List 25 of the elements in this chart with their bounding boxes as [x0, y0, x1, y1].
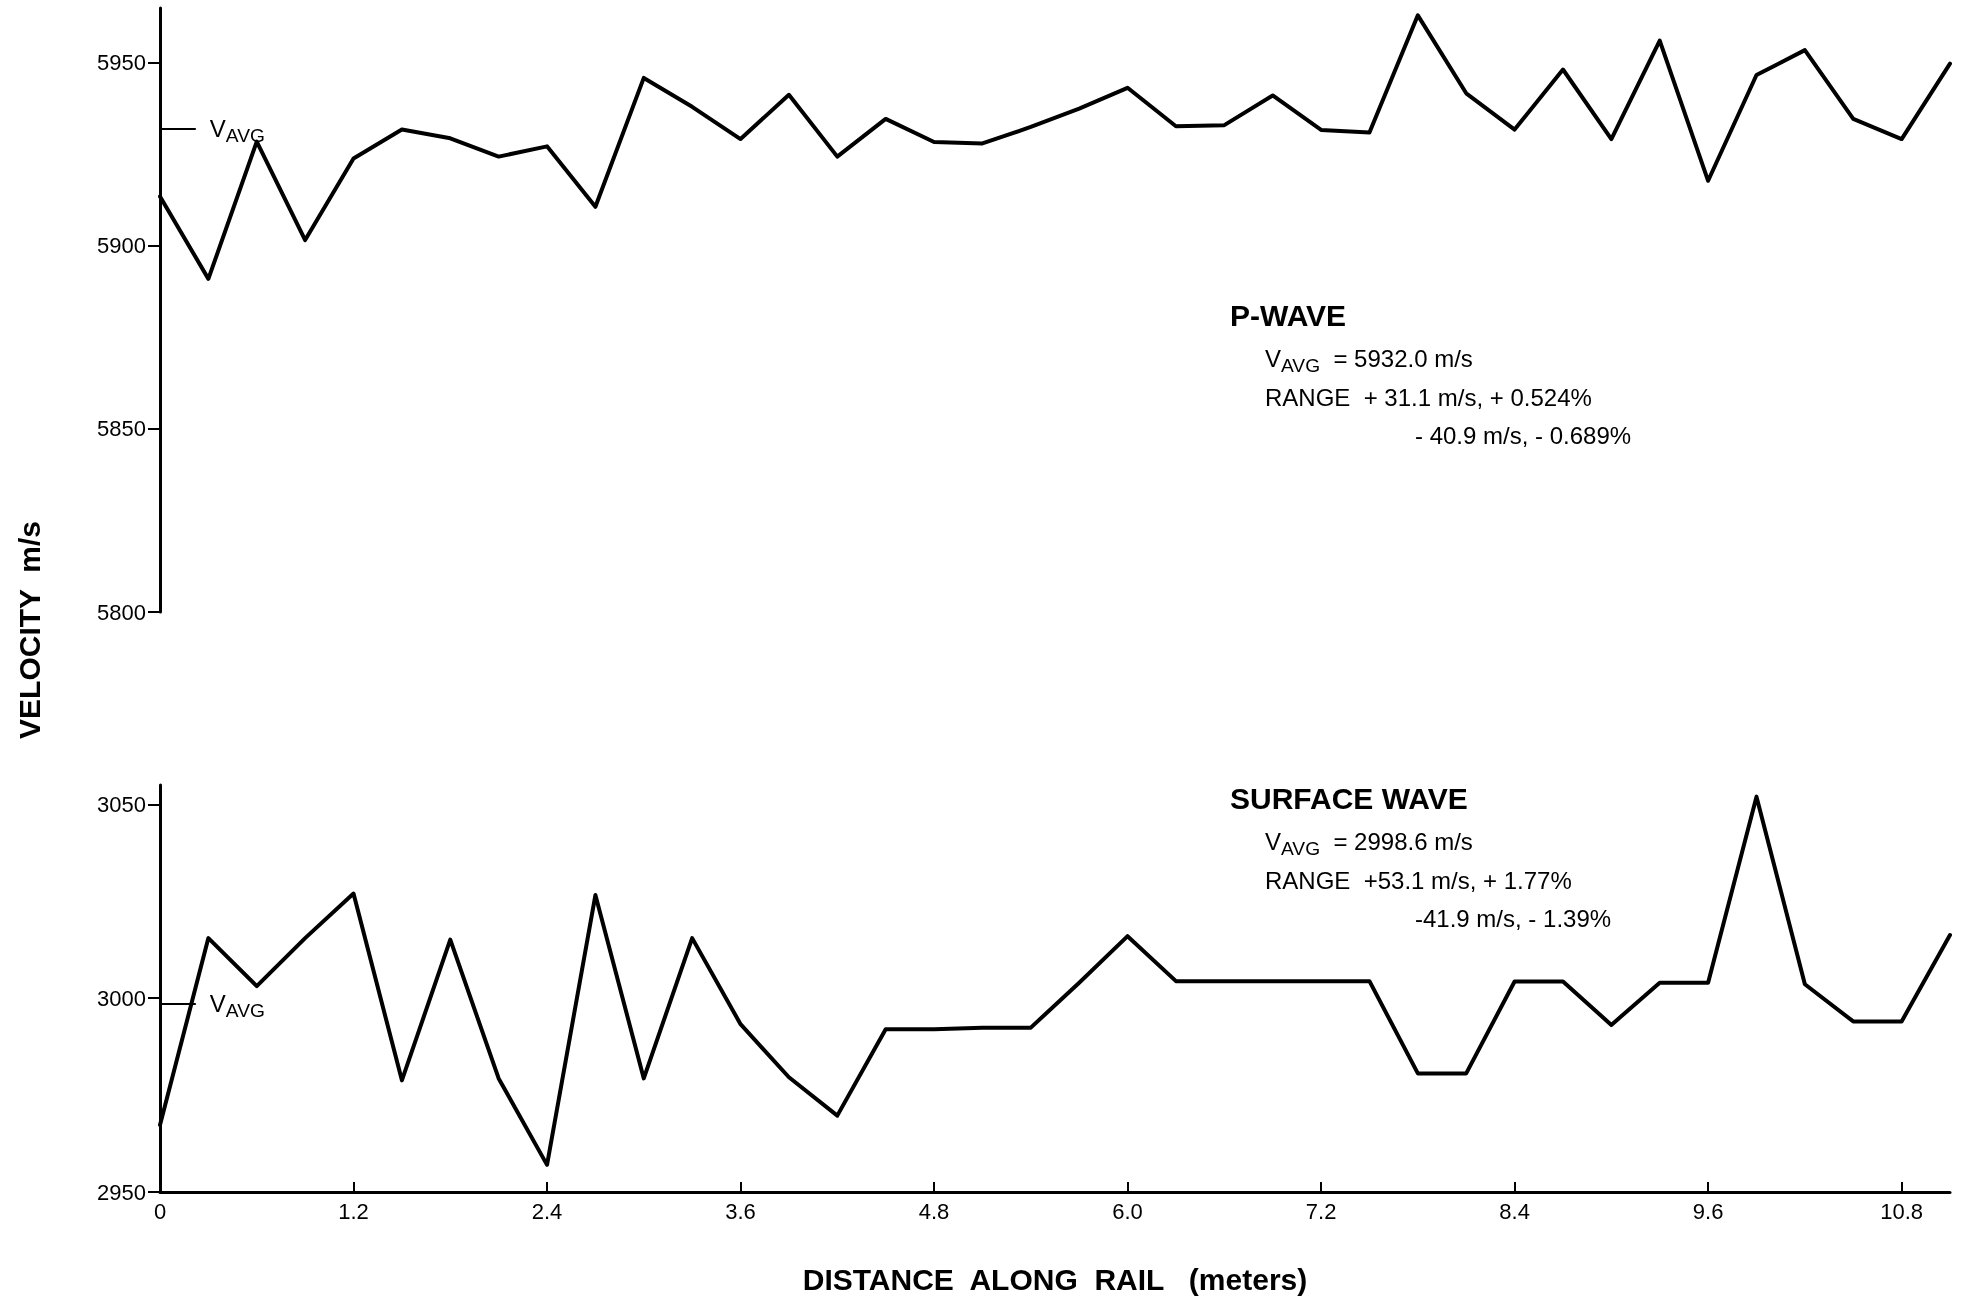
x-tick-label: 1.2: [338, 1198, 369, 1224]
text: P-WAVE: [1230, 298, 1347, 332]
y-axis-title: VELOCITY m/s: [13, 521, 47, 739]
y-tick-label: 5900: [97, 233, 146, 259]
x-tick-label: 0: [153, 1198, 167, 1224]
y-tick-label: 5950: [97, 50, 146, 76]
x-tick-label: 9.6: [1692, 1198, 1724, 1224]
x-tick-label: 8.4: [1499, 1198, 1530, 1224]
y-tick-label: 5850: [97, 416, 146, 442]
x-tick-label: 10.8: [1880, 1198, 1924, 1224]
x-tick-label: 7.2: [1305, 1198, 1337, 1224]
y-tick-label: 2950: [97, 1179, 146, 1205]
annotation: RANGE +53.1 m/s, + 1.77%: [1265, 866, 1572, 894]
chart-title: SURFACE WAVE: [1230, 781, 1468, 815]
y-tick-label: 5800: [97, 599, 146, 625]
y-tick-label: 3000: [97, 985, 146, 1011]
y-tick-label: 3050: [97, 791, 146, 817]
x-axis-title: DISTANCE ALONG RAIL (meters): [802, 1262, 1308, 1296]
x-tick-label: 2.4: [531, 1198, 563, 1224]
annotation: -41.9 m/s, - 1.39%: [1415, 904, 1612, 932]
x-tick-label: 3.6: [725, 1198, 756, 1224]
annotation: RANGE + 31.1 m/s, + 0.524%: [1265, 383, 1592, 411]
annotation: - 40.9 m/s, - 0.689%: [1415, 421, 1632, 449]
x-tick-label: 4.8: [918, 1198, 950, 1224]
x-tick-label: 6.0: [1112, 1198, 1143, 1224]
